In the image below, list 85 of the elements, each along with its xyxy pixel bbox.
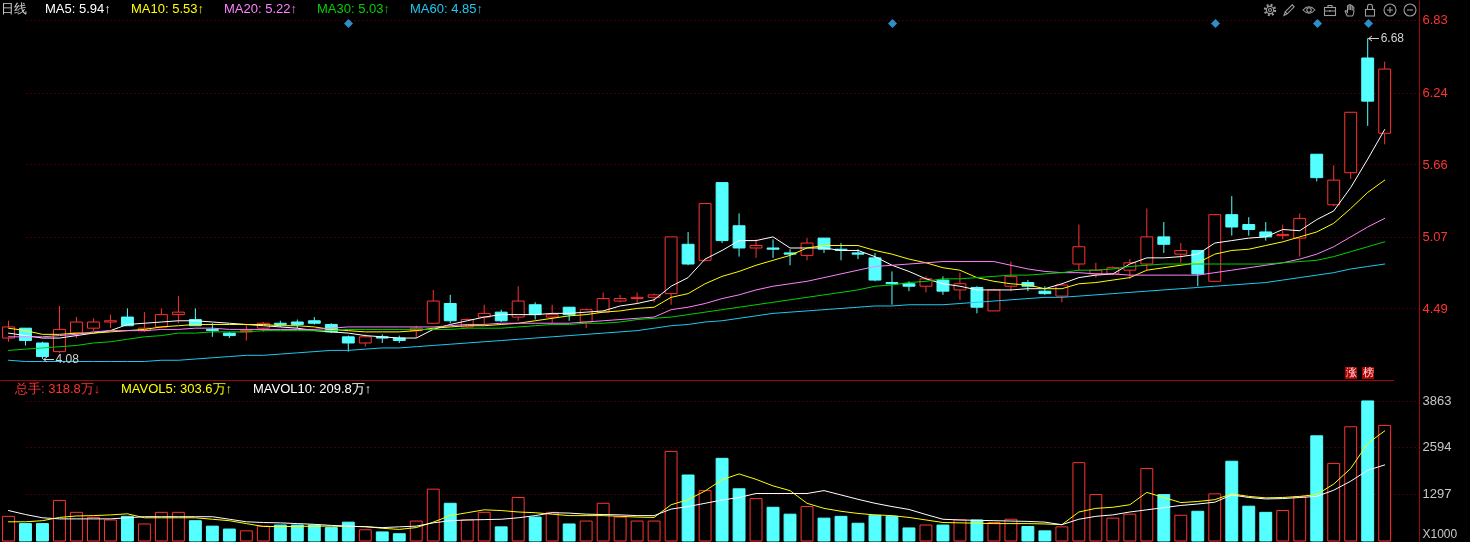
bar [562, 523, 576, 542]
bar [19, 523, 32, 542]
text: MA60: 4.85↑ [410, 0, 483, 16]
candlestick [426, 289, 440, 324]
bar [783, 513, 797, 542]
bar [1242, 505, 1256, 542]
annotation: 6.68 [1380, 31, 1405, 46]
candlestick [681, 231, 695, 266]
bar [715, 457, 729, 542]
chart-title: 日线 [1, 1, 27, 16]
line-series [7, 263, 1386, 362]
y-tick-label: 1297 [1422, 486, 1452, 502]
text: MA30: 5.03↑ [317, 0, 390, 16]
bar [290, 524, 304, 542]
candlestick [545, 304, 559, 324]
text: MA10: 5.53↑ [131, 0, 204, 16]
bar [494, 526, 508, 542]
annotation: 涨 [1345, 366, 1357, 379]
bar [324, 527, 338, 542]
bar [1038, 530, 1052, 542]
text: MA5: 5.94↑ [45, 0, 111, 16]
bar [443, 502, 457, 542]
text: MA20: 5.22↑ [224, 0, 297, 16]
candlestick [936, 275, 950, 296]
candlestick [766, 238, 780, 259]
bar [817, 517, 831, 542]
candlestick [851, 248, 865, 260]
bar [1310, 435, 1324, 542]
bar [205, 525, 219, 542]
bar [1157, 494, 1171, 542]
candlestick [1225, 195, 1239, 237]
bar [868, 514, 882, 542]
y-tick-label: 6.83 [1422, 12, 1448, 28]
candlestick [1157, 221, 1171, 254]
text: 总手: 318.8万↓ [14, 380, 101, 396]
line-series [7, 430, 1386, 530]
bar [341, 521, 355, 542]
bar [222, 528, 236, 542]
line-series [7, 241, 1386, 351]
candlestick [732, 212, 746, 258]
bar [1361, 400, 1375, 542]
bar [392, 533, 406, 542]
bar [1259, 511, 1273, 542]
candlestick [171, 295, 185, 324]
text: MAVOL10: 209.8万↑ [253, 380, 372, 396]
y-tick-label: 5.07 [1422, 229, 1448, 245]
bar [936, 524, 950, 542]
y-tick-label: 5.66 [1422, 156, 1448, 172]
candlestick [868, 252, 882, 282]
bar [766, 506, 780, 542]
bar [970, 519, 984, 542]
candlestick [902, 280, 916, 292]
bar [902, 527, 916, 542]
bar [307, 524, 321, 542]
bar [120, 515, 134, 542]
candlestick [1072, 224, 1086, 271]
bar [375, 531, 389, 542]
bar [36, 523, 49, 542]
y-tick-label: 4.49 [1422, 300, 1448, 316]
annotation: 榜 [1362, 366, 1374, 379]
y-tick-label: 6.24 [1422, 85, 1448, 101]
candlestick [1310, 153, 1324, 182]
candlestick [1174, 242, 1188, 264]
candlestick [885, 270, 899, 306]
bar [834, 515, 848, 542]
text: MAVOL5: 303.6万↑ [121, 380, 233, 396]
bar [528, 516, 542, 542]
bar [1021, 526, 1035, 542]
bar [273, 524, 287, 542]
bar [1225, 460, 1239, 542]
bar [851, 522, 865, 542]
candlestick [630, 291, 644, 305]
y-tick-label: 3863 [1422, 393, 1452, 409]
candlestick [1242, 216, 1256, 237]
bar [732, 488, 746, 542]
bar [1191, 510, 1205, 542]
bar [681, 474, 695, 542]
y-tick-label: 2594 [1422, 439, 1452, 455]
bar [188, 520, 202, 542]
candlestick [443, 294, 457, 324]
line-series [7, 464, 1386, 529]
candlestick [749, 238, 763, 259]
candlestick [511, 285, 525, 322]
y-axis-title: X1000 [1422, 526, 1458, 541]
bar [885, 515, 899, 542]
